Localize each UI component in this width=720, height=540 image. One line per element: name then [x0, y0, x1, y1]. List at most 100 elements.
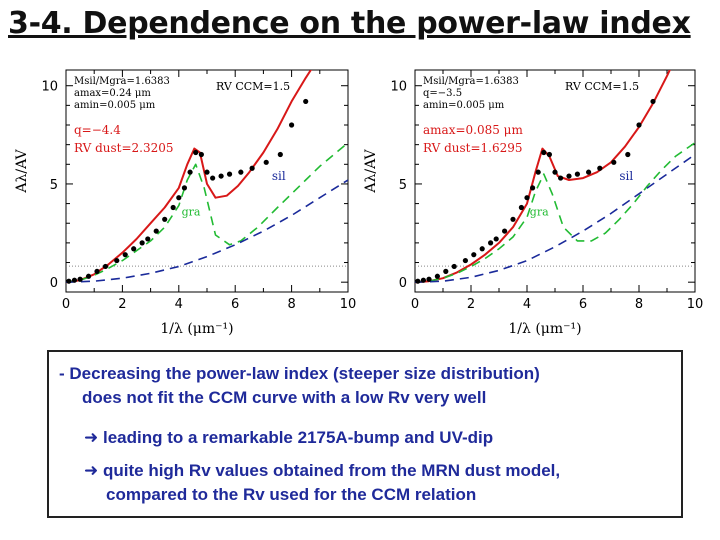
ccm-data-point: [451, 263, 457, 270]
x-axis-label: 1/λ (μm⁻¹): [160, 321, 233, 337]
ccm-data-point: [471, 252, 477, 258]
ccm-data-point: [426, 276, 432, 282]
ccm-data-point: [187, 169, 193, 175]
ccm-data-point: [535, 169, 541, 175]
ccm-data-point: [122, 252, 128, 258]
ccm-data-point: [566, 173, 572, 179]
ccm-data-point: [586, 169, 592, 175]
ccm-data-point: [530, 185, 536, 191]
ccm-data-point: [462, 257, 468, 264]
annotation-text: amax=0.24 μm: [74, 88, 151, 99]
text-line-2: does not fit the CCM curve with a low Rv…: [82, 388, 487, 407]
x-tick-label: 4: [523, 297, 531, 312]
annotation-text: amin=0.005 μm: [423, 100, 505, 111]
ccm-data-point: [77, 276, 83, 282]
x-axis-label: 1/λ (μm⁻¹): [508, 321, 581, 337]
annotation-rv-ccm: RV CCM=1.5: [565, 80, 639, 93]
ccm-data-point: [524, 195, 530, 201]
y-tick-label: 0: [399, 276, 407, 291]
x-tick-label: 8: [287, 297, 295, 312]
ccm-data-point: [443, 268, 449, 274]
x-tick-label: 10: [340, 297, 357, 312]
ccm-data-point: [85, 273, 92, 279]
ccm-data-point: [210, 175, 216, 181]
ccm-data-point: [546, 151, 553, 158]
ccm-data-point: [226, 171, 233, 177]
label-sil: sil: [272, 169, 286, 183]
y-tick-label: 10: [41, 80, 58, 95]
bullet-2: ➜ quite high Rv values obtained from the…: [84, 461, 560, 481]
x-tick-label: 2: [467, 297, 475, 312]
slide-title: 3-4. Dependence on the power-law index: [8, 6, 691, 41]
ccm-data-point: [249, 165, 255, 171]
ccm-data-point: [176, 195, 182, 201]
ccm-data-point: [541, 149, 547, 156]
x-tick-label: 6: [579, 297, 587, 312]
ccm-data-point: [162, 216, 168, 222]
ccm-data-point: [263, 159, 269, 165]
x-tick-label: 0: [62, 297, 70, 312]
chart-left: 0 2 4 6 8 10 0 5 10 1/λ (μm⁻¹) Aλ/AV Msil/Mgra=1.63…: [14, 69, 357, 337]
ccm-data-point: [420, 277, 426, 283]
ccm-data-point: [139, 240, 145, 246]
ccm-data-point: [94, 268, 100, 274]
x-tick-label: 10: [687, 297, 704, 312]
bullet-2-continuation: compared to the Rv used for the CCM rela…: [106, 485, 477, 504]
ccm-data-point: [415, 278, 421, 284]
x-tick-label: 0: [411, 297, 419, 312]
ccm-data-point: [574, 171, 581, 177]
y-tick-label: 5: [50, 178, 58, 193]
annotation-red-text: amax=0.085 μm: [423, 123, 523, 137]
ccm-data-point: [238, 169, 244, 175]
ccm-data-point: [597, 165, 603, 171]
label-sil: sil: [619, 169, 633, 183]
ccm-data-point: [66, 278, 72, 284]
ccm-data-point: [170, 204, 176, 211]
label-gra: gra: [182, 205, 201, 218]
ccm-data-point: [114, 257, 120, 264]
ccm-data-point: [193, 149, 199, 156]
ccm-data-point: [518, 204, 525, 211]
bullet-2-text: quite high Rv values obtained from the M…: [102, 461, 561, 480]
ccm-data-point: [102, 263, 109, 270]
ccm-data-point: [181, 185, 188, 191]
y-tick-label: 10: [390, 80, 407, 95]
y-axis-label: Aλ/AV: [363, 149, 379, 194]
ccm-data-point: [510, 216, 516, 222]
ccm-data-point: [131, 246, 137, 252]
ccm-data-point: [493, 236, 499, 242]
ccm-data-point: [552, 169, 558, 175]
ccm-data-point: [218, 173, 224, 179]
plot-area: [66, 70, 348, 284]
bullet-1: ➜ leading to a remarkable 2175A-bump and…: [84, 428, 493, 448]
y-tick-label: 0: [50, 276, 58, 291]
x-tick-label: 2: [118, 297, 126, 312]
ccm-data-point: [204, 169, 210, 175]
plot-area: [415, 70, 695, 284]
ccm-data-point: [145, 236, 151, 242]
annotation-text: Msil/Mgra=1.6383: [423, 76, 519, 87]
series-gra-line: [66, 142, 348, 283]
ccm-data-point: [303, 98, 309, 105]
label-gra: gra: [530, 205, 549, 218]
ccm-data-point: [650, 98, 656, 105]
series-gra-line: [415, 142, 695, 283]
ccm-data-point: [434, 273, 440, 279]
ccm-data-point: [625, 151, 631, 158]
bullet-1-text: leading to a remarkable 2175A-bump and U…: [102, 428, 494, 447]
ccm-data-point: [479, 246, 485, 252]
annotation-red-text: RV dust=2.3205: [74, 141, 174, 155]
ccm-data-point: [488, 240, 494, 246]
y-tick-label: 5: [399, 178, 407, 193]
annotation-rv-ccm: RV CCM=1.5: [216, 80, 290, 93]
annotation-text: amin=0.005 μm: [74, 100, 156, 111]
ccm-data-point: [611, 159, 617, 165]
ccm-data-point: [289, 122, 295, 128]
figure-panels: 0 2 4 6 8 10 0 5 10 1/λ (μm⁻¹) Aλ/AV Msil/Mgra=1.63…: [14, 69, 704, 337]
series-sil-line: [66, 179, 348, 283]
ccm-data-point: [153, 228, 159, 234]
series-total-line: [66, 70, 313, 284]
arrow-right-icon: ➜: [84, 461, 99, 481]
x-tick-label: 6: [231, 297, 239, 312]
x-tick-label: 4: [175, 297, 183, 312]
